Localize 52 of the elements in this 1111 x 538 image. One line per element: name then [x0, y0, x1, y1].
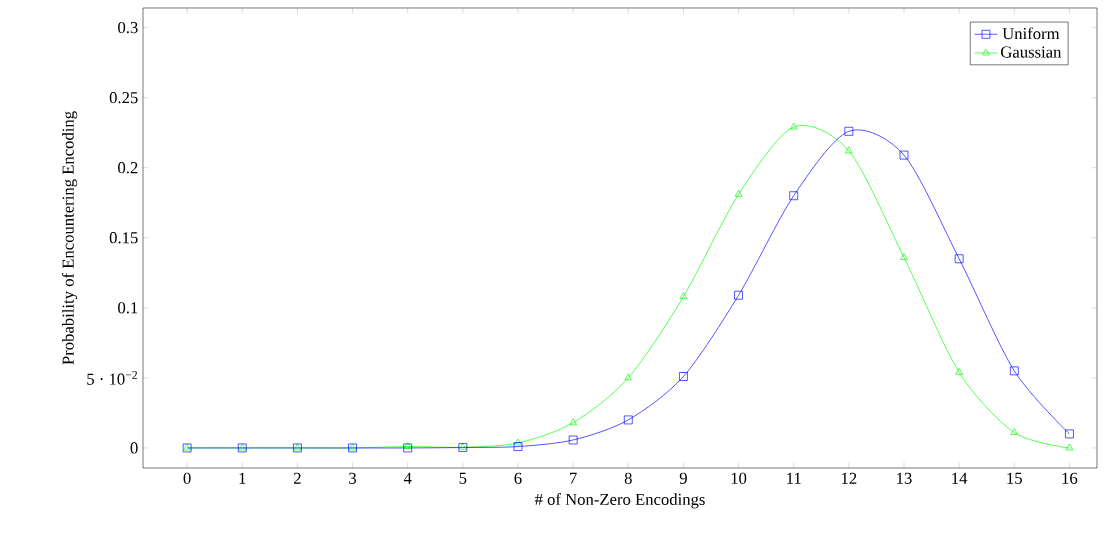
- point: [679, 372, 688, 381]
- point: [514, 438, 522, 446]
- point: [569, 418, 577, 426]
- point: [789, 191, 799, 201]
- legend-label: Uniform: [1002, 27, 1060, 40]
- x-tick-label: 3: [349, 472, 357, 484]
- point: [955, 367, 963, 375]
- point: [845, 146, 853, 154]
- x-tick-label: 2: [293, 472, 301, 484]
- legend-label: Gaussian: [1001, 46, 1062, 58]
- x-tick-label: 14: [952, 472, 968, 484]
- x-tick-label: 11: [787, 472, 801, 484]
- x-tick-label: 12: [841, 472, 857, 484]
- x-tick-label: 16: [1062, 472, 1078, 484]
- x-tick-label: 5: [459, 472, 467, 484]
- point: [403, 443, 413, 453]
- x-tick-label: 9: [679, 472, 687, 484]
- point: [734, 290, 743, 300]
- x-tick-label: 0: [183, 472, 191, 484]
- y-tick-label: 0: [130, 442, 138, 454]
- y-tick-label: 0.1: [118, 302, 138, 314]
- point: [513, 442, 523, 451]
- point: [734, 190, 743, 197]
- y-tick-label: 0.2: [118, 162, 138, 174]
- point: [1065, 429, 1074, 439]
- x-tick-label: 1: [239, 472, 246, 484]
- point: [623, 415, 633, 425]
- x-tick-label: 10: [731, 472, 747, 484]
- point: [789, 122, 798, 130]
- point: [679, 292, 688, 299]
- point: [954, 254, 964, 264]
- y-tick-label: 0.15: [109, 232, 138, 244]
- y-tick-label: 5 · 10$^{−2}$: [87, 371, 137, 385]
- y-tick-label: 0.3: [118, 21, 138, 34]
- y-axis-title: Probability of Encountering Encoding: [61, 111, 78, 365]
- point: [1065, 443, 1074, 451]
- point: [899, 150, 909, 160]
- point: [1010, 428, 1019, 435]
- x-tick-label: 6: [514, 472, 522, 484]
- point: [1009, 366, 1019, 376]
- point: [624, 373, 633, 381]
- y-tick-label: 0.25: [109, 92, 138, 104]
- point: [844, 126, 854, 136]
- x-tick-label: 4: [403, 472, 412, 484]
- x-axis-title: # of Non-Zero Encodings: [534, 493, 705, 509]
- x-tick-label: 7: [570, 472, 577, 484]
- point: [568, 435, 578, 445]
- x-tick-label: 8: [624, 472, 632, 484]
- point: [403, 442, 412, 449]
- x-tick-label: 15: [1007, 472, 1022, 484]
- x-tick-label: 13: [897, 472, 912, 484]
- point: [900, 253, 908, 260]
